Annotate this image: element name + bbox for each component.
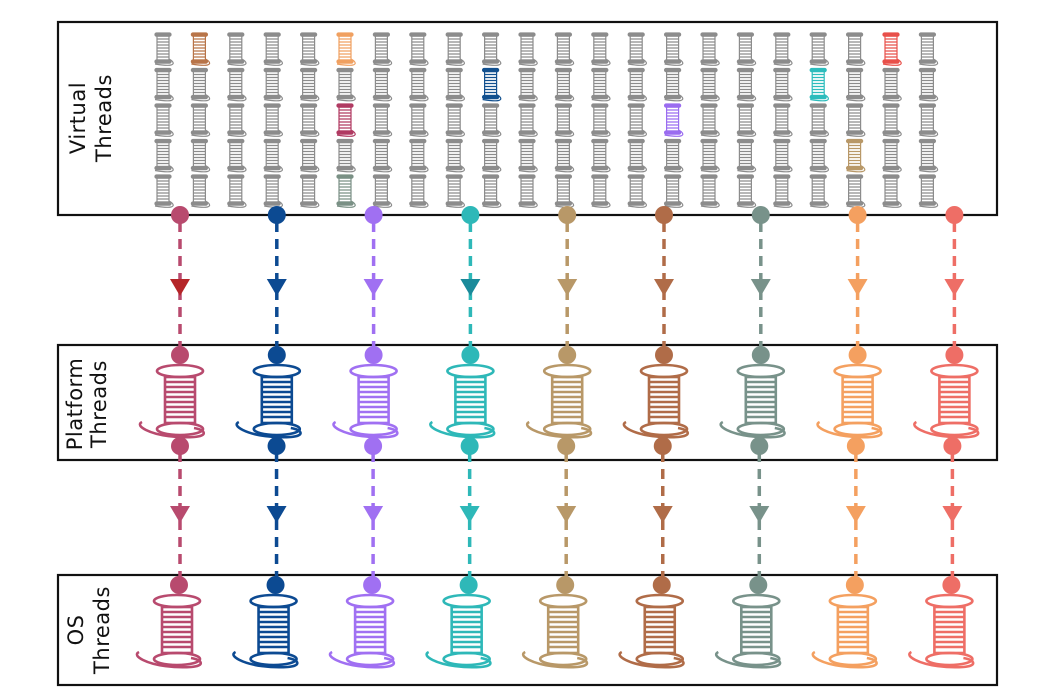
os-threads-label-line2: Threads bbox=[90, 586, 114, 675]
virtual-panel-connector-dot bbox=[945, 206, 964, 224]
platform-top-connector-dot bbox=[848, 346, 867, 364]
virtual-threads-label-line2: Threads bbox=[92, 74, 116, 163]
platform-top-connector-dot bbox=[364, 346, 383, 364]
platform-top-connector-dot bbox=[558, 346, 577, 364]
virtual-panel-connector-dot bbox=[558, 206, 577, 224]
platform-to-os-arrow bbox=[652, 506, 673, 523]
virtual-panel-connector-dot bbox=[171, 206, 189, 224]
virtual-panel-connector-dot bbox=[751, 206, 770, 224]
virtual-to-platform-arrow bbox=[363, 279, 384, 296]
virtual-threads-label-line1: Virtual bbox=[66, 82, 90, 154]
virtual-to-platform-arrow bbox=[847, 279, 868, 296]
virtual-to-platform-arrow bbox=[266, 279, 287, 296]
platform-threads-label-line2: Threads bbox=[87, 360, 111, 449]
virtual-panel-connector-dot bbox=[461, 206, 480, 224]
os-top-connector-dot bbox=[170, 576, 188, 594]
platform-to-os-arrow bbox=[459, 506, 480, 523]
virtual-panel-connector-dot bbox=[364, 206, 383, 224]
platform-top-connector-dot bbox=[461, 346, 480, 364]
platform-threads-panel bbox=[56, 343, 999, 462]
os-threads-label-line1: OS bbox=[64, 615, 88, 646]
platform-to-os-arrow bbox=[363, 506, 384, 523]
platform-to-os-arrow bbox=[170, 506, 190, 523]
platform-bottom-connector-dot bbox=[846, 437, 865, 455]
platform-bottom-connector-dot bbox=[460, 437, 479, 455]
virtual-panel-connector-dot bbox=[267, 206, 286, 224]
platform-to-os-arrow bbox=[556, 506, 577, 523]
os-top-connector-dot bbox=[363, 576, 382, 594]
platform-top-connector-dot bbox=[267, 346, 286, 364]
virtual-panel-connector-dot bbox=[848, 206, 867, 224]
platform-to-os-arrow bbox=[749, 506, 770, 523]
thread-connections bbox=[170, 206, 965, 594]
virtual-to-platform-arrow bbox=[460, 279, 481, 296]
platform-top-connector-dot bbox=[655, 346, 673, 364]
platform-bottom-connector-dot bbox=[171, 437, 189, 455]
platform-top-connector-dot bbox=[171, 346, 189, 364]
platform-to-os-arrow bbox=[845, 506, 866, 523]
os-top-connector-dot bbox=[652, 576, 671, 594]
os-top-connector-dot bbox=[266, 576, 285, 594]
platform-to-os-arrow bbox=[942, 506, 963, 523]
platform-threads-label-line1: Platform bbox=[63, 358, 87, 451]
platform-to-os-arrow bbox=[266, 506, 287, 523]
os-top-connector-dot bbox=[749, 576, 768, 594]
virtual-panel-connector-dot bbox=[655, 206, 673, 224]
virtual-to-platform-arrow bbox=[944, 279, 965, 296]
virtual-to-platform-arrow bbox=[170, 279, 190, 296]
os-top-connector-dot bbox=[459, 576, 478, 594]
platform-bottom-connector-dot bbox=[364, 437, 383, 455]
platform-bottom-connector-dot bbox=[750, 437, 769, 455]
os-top-connector-dot bbox=[845, 576, 864, 594]
platform-top-connector-dot bbox=[751, 346, 770, 364]
virtual-to-platform-arrow bbox=[557, 279, 578, 296]
platform-top-connector-dot bbox=[945, 346, 964, 364]
platform-bottom-connector-dot bbox=[653, 437, 672, 455]
virtual-to-platform-arrow bbox=[654, 279, 674, 296]
platform-bottom-connector-dot bbox=[943, 437, 962, 455]
virtual-to-platform-arrow bbox=[750, 279, 771, 296]
os-top-connector-dot bbox=[556, 576, 575, 594]
platform-bottom-connector-dot bbox=[267, 437, 286, 455]
platform-bottom-connector-dot bbox=[557, 437, 576, 455]
os-top-connector-dot bbox=[942, 576, 961, 594]
